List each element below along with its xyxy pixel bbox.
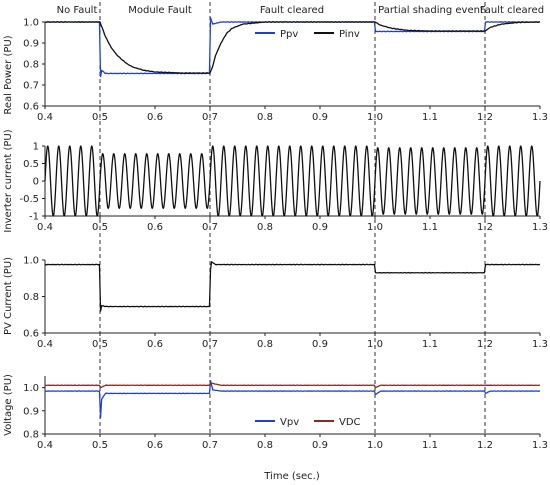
- axes-pv-current: 0.6 0.8 1.0 0.4 0.5 0.6 0.7 0.8 0.9 1.0 1.1 1.2 1.3: [23, 256, 548, 351]
- y-tick-label-1-0: 1.0: [23, 383, 39, 394]
- y-tick-label-0-8: 0.8: [23, 430, 39, 441]
- x-tick-label-0-6: 0.6: [147, 222, 163, 233]
- x-tick-label-0-8: 0.8: [257, 112, 273, 123]
- legend-label-vdc: VDC: [339, 417, 361, 428]
- legend-voltage: Vpv VDC: [255, 417, 361, 428]
- series-voltage: [44, 379, 541, 419]
- axes-inverter-current: -1 -0.5 0 0.5 1 0.4 0.5 0.6 0.7 0.8 0.9 1.0 1.1 1.2 1.…: [19, 142, 547, 234]
- panel-pv-current: PV Current (PU) 0.6 0.8 1.0 0.4 0.5 0.6 0.7 0.8…: [3, 256, 548, 351]
- y-tick-label-0-6: 0.6: [23, 102, 39, 113]
- x-tick-label-1-2: 1.2: [477, 339, 493, 350]
- y-tick-label-0-8: 0.8: [23, 60, 39, 71]
- x-tick-label-1-2: 1.2: [477, 112, 493, 123]
- x-tick-label-1-1: 1.1: [422, 222, 438, 233]
- y-tick-label-1: 1: [33, 142, 39, 153]
- x-tick-label-1-0: 1.0: [367, 112, 383, 123]
- x-tick-label-1-1: 1.1: [422, 112, 438, 123]
- x-tick-label-0-5: 0.5: [92, 222, 108, 233]
- x-tick-label-0-7: 0.7: [202, 339, 218, 350]
- y-axis-title-pv-current: PV Current (PU): [3, 257, 14, 335]
- series-line-pinv: [44, 21, 541, 75]
- legend-label-vpv: Vpv: [280, 417, 299, 428]
- x-tick-label-0-4: 0.4: [37, 222, 53, 233]
- x-tick-label-0-6: 0.6: [147, 339, 163, 350]
- y-tick-label-0-9: 0.9: [23, 39, 39, 50]
- series-inverter-current: [44, 145, 541, 217]
- x-tick-label-0-7: 0.7: [202, 222, 218, 233]
- y-axis-title-voltage: Voltage (PU): [3, 374, 14, 436]
- y-tick-label-1-0: 1.0: [23, 256, 39, 267]
- x-tick-label-1-0: 1.0: [367, 440, 383, 451]
- legend-label-ppv: Ppv: [280, 29, 298, 40]
- x-tick-label-0-7: 0.7: [202, 440, 218, 451]
- x-tick-label-0-9: 0.9: [312, 440, 328, 451]
- y-tick-label-0-5: -0.5: [19, 194, 39, 205]
- y-tick-label-0-5: 0.5: [23, 159, 39, 170]
- x-tick-label-1-2: 1.2: [477, 222, 493, 233]
- y-tick-label-0-9: 0.9: [23, 406, 39, 417]
- series-line-vdc: [44, 382, 541, 389]
- x-tick-label-1-0: 1.0: [367, 222, 383, 233]
- y-tick-label-0-8: 0.8: [23, 292, 39, 303]
- x-tick-label-1-1: 1.1: [422, 440, 438, 451]
- x-tick-label-0-8: 0.8: [257, 440, 273, 451]
- x-tick-label-1-3: 1.3: [532, 222, 548, 233]
- region-label-fault-cleared-2: Fault cleared: [480, 5, 544, 16]
- x-tick-label-0-6: 0.6: [147, 440, 163, 451]
- axes-voltage: 0.8 0.9 1.0 0.4 0.5 0.6 0.7 0.8 0.9 1.0 1.1 1.2 1.3: [23, 376, 548, 451]
- region-label-partial-shading: Partial shading event: [378, 5, 484, 16]
- x-tick-label-1-3: 1.3: [532, 440, 548, 451]
- x-tick-label-0-8: 0.8: [257, 222, 273, 233]
- legend-label-pinv: Pinv: [339, 29, 360, 40]
- panel-voltage: Voltage (PU) 0.8 0.9 1.0 0.4 0.5 0.6 0.7 0.8 0.9…: [3, 374, 548, 482]
- y-tick-label-1: -1: [29, 212, 39, 223]
- panel-real-power: Real Power (PU) 0.60.70.80.91.00.4 0.5 0.6…: [3, 17, 548, 124]
- x-tick-label-0-5: 0.5: [92, 339, 108, 350]
- series-line-trace-1: [44, 145, 541, 217]
- x-tick-label-1-3: 1.3: [532, 112, 548, 123]
- x-tick-label-0-5: 0.5: [92, 112, 108, 123]
- y-tick-label-0: 0: [33, 177, 39, 188]
- x-tick-label-1-3: 1.3: [532, 339, 548, 350]
- x-tick-label-0-6: 0.6: [147, 112, 163, 123]
- legend-real-power: Ppv Pinv: [255, 29, 360, 40]
- axes-real-power: 0.6 0.7 0.8 0.9 1.0 0.4 0.5 0.6 0.7 0.8 0.9 1.0 1.1 1…: [23, 18, 548, 124]
- series-line-trace-2: [44, 261, 541, 312]
- region-label-module-fault: Module Fault: [128, 5, 192, 16]
- x-tick-label-0-4: 0.4: [37, 112, 53, 123]
- y-tick-label-0-7: 0.7: [23, 81, 39, 92]
- x-tick-label-0-4: 0.4: [37, 339, 53, 350]
- series-line-vpv: [44, 379, 541, 419]
- y-axis-title-inverter-current: Inverter current (PU): [3, 129, 14, 232]
- region-label-no-fault: No Fault: [57, 5, 98, 16]
- x-tick-label-0-9: 0.9: [312, 112, 328, 123]
- x-tick-label-0-4: 0.4: [37, 440, 53, 451]
- x-axis-title: Time (sec.): [263, 471, 320, 482]
- x-tick-label-0-5: 0.5: [92, 440, 108, 451]
- y-tick-label-1-0: 1.0: [23, 18, 39, 29]
- event-lines: [99, 2, 486, 434]
- series-pv-current: [44, 261, 541, 312]
- panel-inverter-current: Inverter current (PU) -1 -0.5 0 0.5 1 0.4 0.5 0…: [3, 129, 548, 233]
- series-real-power: [44, 17, 541, 78]
- x-tick-label-0-8: 0.8: [257, 339, 273, 350]
- region-label-fault-cleared-1: Fault cleared: [260, 5, 324, 16]
- x-tick-label-0-9: 0.9: [312, 339, 328, 350]
- x-tick-label-1-2: 1.2: [477, 440, 493, 451]
- y-axis-title-real-power: Real Power (PU): [3, 35, 14, 114]
- x-tick-label-0-9: 0.9: [312, 222, 328, 233]
- x-tick-label-1-0: 1.0: [367, 339, 383, 350]
- series-line-ppv: [44, 17, 541, 78]
- x-tick-label-0-7: 0.7: [202, 112, 218, 123]
- y-tick-label-0-6: 0.6: [23, 329, 39, 340]
- region-labels: No Fault Module Fault Fault cleared Part…: [57, 5, 544, 16]
- x-tick-label-1-1: 1.1: [422, 339, 438, 350]
